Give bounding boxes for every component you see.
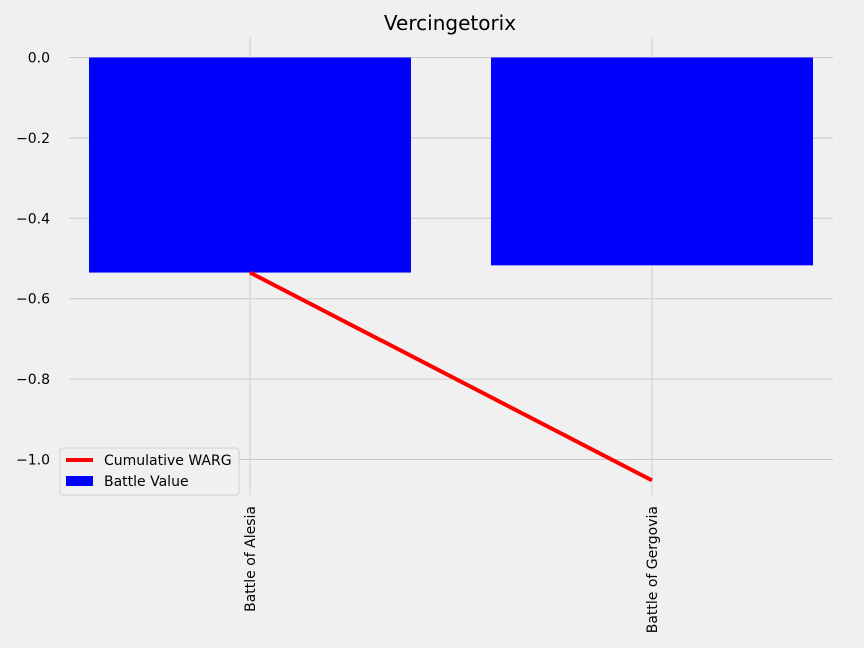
bar — [491, 57, 813, 266]
x-tick-label: Battle of Alesia — [243, 506, 259, 612]
x-axis-ticks: Battle of Alesia Battle of Gergovia — [243, 506, 661, 633]
y-tick-label: −0.8 — [16, 372, 50, 388]
x-tick-label: Battle of Gergovia — [645, 506, 661, 633]
y-tick-label: −0.6 — [16, 292, 50, 308]
legend-box — [59, 447, 240, 496]
y-tick-label: −1.0 — [16, 453, 50, 469]
line-series-path — [249, 270, 653, 483]
legend-bar-swatch — [66, 476, 93, 486]
y-tick-label: −0.2 — [16, 131, 50, 147]
legend-label: Battle Value — [104, 474, 189, 490]
bar-series — [89, 57, 813, 273]
y-axis-ticks: 0.0 −0.2 −0.4 −0.6 −0.8 −1.0 — [16, 51, 50, 469]
line-series — [249, 270, 653, 483]
y-tick-label: −0.4 — [16, 211, 50, 227]
bar — [89, 57, 411, 273]
chart-title: Vercingetorix — [384, 11, 516, 35]
legend-label: Cumulative WARG — [104, 453, 232, 469]
legend: Cumulative WARG Battle Value — [59, 447, 240, 496]
y-tick-label: 0.0 — [28, 51, 50, 67]
